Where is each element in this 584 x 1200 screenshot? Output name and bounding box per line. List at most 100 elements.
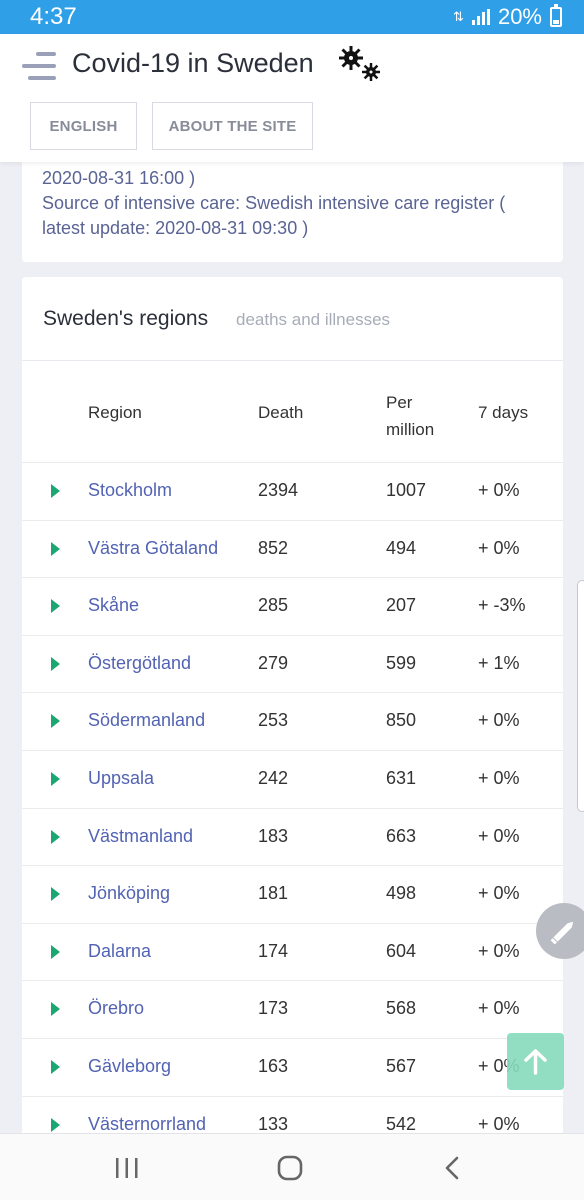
table-row[interactable]: Västernorrland 133 542 + 0% — [22, 1095, 563, 1154]
regions-card: Sweden's regions deaths and illnesses Re… — [22, 277, 563, 1177]
per-million-value: 599 — [386, 652, 417, 673]
source-paren: ( — [494, 193, 506, 213]
table-row[interactable]: Jönköping 181 498 + 0% — [22, 865, 563, 923]
per-million-line-1: Per — [386, 393, 413, 412]
triangle-right-icon[interactable] — [51, 599, 60, 614]
seven-day-change: + -3% — [478, 595, 526, 616]
regions-title: Sweden's regions — [43, 307, 209, 330]
table-row[interactable]: Skåne 285 207 + -3% — [22, 577, 563, 635]
source-line-2: Source of intensive care: Swedish intens… — [42, 191, 505, 216]
death-count: 183 — [258, 825, 289, 846]
app-header: Covid-19 in Sweden ENGLISH ABOUT THE SIT… — [0, 34, 584, 162]
seven-day-change: + 0% — [478, 537, 520, 558]
column-header-region[interactable]: Region — [88, 403, 142, 422]
death-count: 133 — [258, 1113, 289, 1134]
death-count: 279 — [258, 652, 289, 673]
table-row[interactable]: Östergötland 279 599 + 1% — [22, 634, 563, 693]
per-million-value: 1007 — [386, 480, 427, 500]
table-row[interactable]: Västra Götaland 852 494 + 0% — [22, 519, 563, 578]
table-row[interactable]: Gävleborg 163 567 + 0% — [22, 1038, 563, 1096]
battery-percent: 20% — [497, 4, 542, 29]
table-row[interactable]: Västmanland 183 663 + 0% — [22, 807, 563, 866]
region-link[interactable]: Örebro — [88, 998, 145, 1019]
triangle-right-icon[interactable] — [51, 656, 60, 671]
about-button[interactable]: ABOUT THE SITE — [152, 102, 313, 150]
status-bar: 4:37 ⇅ 20% — [0, 0, 584, 34]
death-count: 253 — [258, 710, 289, 731]
region-link[interactable]: Uppsala — [88, 768, 155, 788]
triangle-right-icon[interactable] — [51, 772, 60, 786]
column-header-death[interactable]: Death — [258, 403, 304, 422]
hamburger-menu-icon[interactable] — [22, 50, 58, 82]
table-row[interactable]: Södermanland 253 850 + 0% — [22, 692, 563, 750]
table-row[interactable]: Uppsala 242 631 + 0% — [22, 750, 563, 808]
seven-day-change: + 0% — [478, 480, 520, 500]
divider — [22, 360, 563, 361]
triangle-right-icon[interactable] — [51, 944, 60, 959]
region-link[interactable]: Dalarna — [88, 940, 152, 961]
triangle-right-icon[interactable] — [51, 829, 60, 844]
per-million-value: 207 — [386, 595, 417, 616]
per-million-value: 494 — [386, 537, 417, 558]
pencil-icon[interactable] — [536, 903, 584, 959]
triangle-right-icon[interactable] — [51, 1117, 60, 1132]
death-count: 174 — [258, 940, 289, 961]
per-million-line-2: million — [386, 420, 435, 439]
source-line-1: 2020-08-31 16:00 ) — [42, 168, 196, 188]
table-row[interactable]: Örebro 173 568 + 0% — [22, 980, 563, 1038]
region-link[interactable]: Stockholm — [88, 480, 173, 500]
seven-day-change: + 0% — [478, 998, 520, 1019]
per-million-value: 542 — [386, 1113, 417, 1134]
seven-day-change: + 0% — [478, 710, 520, 731]
back-icon[interactable] — [442, 1155, 462, 1181]
arrow-up-icon[interactable] — [507, 1033, 564, 1090]
region-link[interactable]: Västmanland — [88, 825, 194, 846]
region-link[interactable]: Skåne — [88, 595, 140, 616]
triangle-right-icon[interactable] — [51, 1002, 60, 1017]
seven-day-change: + 0% — [478, 883, 520, 904]
per-million-value: 604 — [386, 940, 417, 961]
death-count: 2394 — [258, 480, 299, 500]
recents-icon[interactable] — [114, 1156, 140, 1180]
region-link[interactable]: Östergötland — [88, 652, 192, 673]
table-row[interactable]: Stockholm 2394 1007 + 0% — [22, 462, 563, 520]
region-link[interactable]: Gävleborg — [88, 1056, 172, 1076]
seven-day-change: + 0% — [478, 940, 520, 961]
per-million-value: 631 — [386, 768, 417, 788]
region-link[interactable]: Västernorrland — [88, 1113, 207, 1134]
triangle-right-icon[interactable] — [51, 541, 60, 556]
region-link[interactable]: Västra Götaland — [88, 537, 219, 558]
death-count: 173 — [258, 998, 289, 1019]
death-count: 163 — [258, 1056, 289, 1076]
per-million-value: 663 — [386, 825, 417, 846]
source-label: Source of intensive care: — [42, 193, 246, 213]
source-line-3: latest update: 2020-08-31 09:30 ) — [42, 218, 309, 238]
seven-day-change: + 0% — [478, 825, 520, 846]
regions-subtitle: deaths and illnesses — [236, 310, 391, 329]
battery-icon — [550, 4, 562, 27]
scrollbar[interactable] — [577, 580, 584, 812]
per-million-value: 850 — [386, 710, 417, 731]
death-count: 852 — [258, 537, 289, 558]
region-link[interactable]: Jönköping — [88, 883, 171, 904]
seven-day-change: + 0% — [478, 768, 520, 788]
intensive-care-register-link[interactable]: Swedish intensive care register — [245, 193, 495, 213]
triangle-right-icon[interactable] — [51, 484, 60, 498]
column-header-per-million[interactable]: Per million — [386, 389, 434, 443]
table-row[interactable]: Dalarna 174 604 + 0% — [22, 922, 563, 981]
column-header-7-days[interactable]: 7 days — [478, 403, 529, 422]
app-title: Covid-19 in Sweden — [72, 48, 314, 78]
seven-day-change: + 0% — [478, 1113, 520, 1134]
system-nav-bar — [0, 1133, 584, 1200]
home-icon[interactable] — [277, 1155, 303, 1181]
status-icons: ⇅ 20% — [453, 4, 562, 30]
triangle-right-icon[interactable] — [51, 714, 60, 729]
region-link[interactable]: Södermanland — [88, 710, 206, 731]
status-time: 4:37 — [30, 3, 77, 30]
triangle-right-icon[interactable] — [51, 1060, 60, 1074]
triangle-right-icon[interactable] — [51, 887, 60, 902]
per-million-value: 568 — [386, 998, 417, 1019]
seven-day-change: + 1% — [478, 652, 520, 673]
english-button[interactable]: ENGLISH — [30, 102, 137, 150]
per-million-value: 567 — [386, 1056, 417, 1076]
